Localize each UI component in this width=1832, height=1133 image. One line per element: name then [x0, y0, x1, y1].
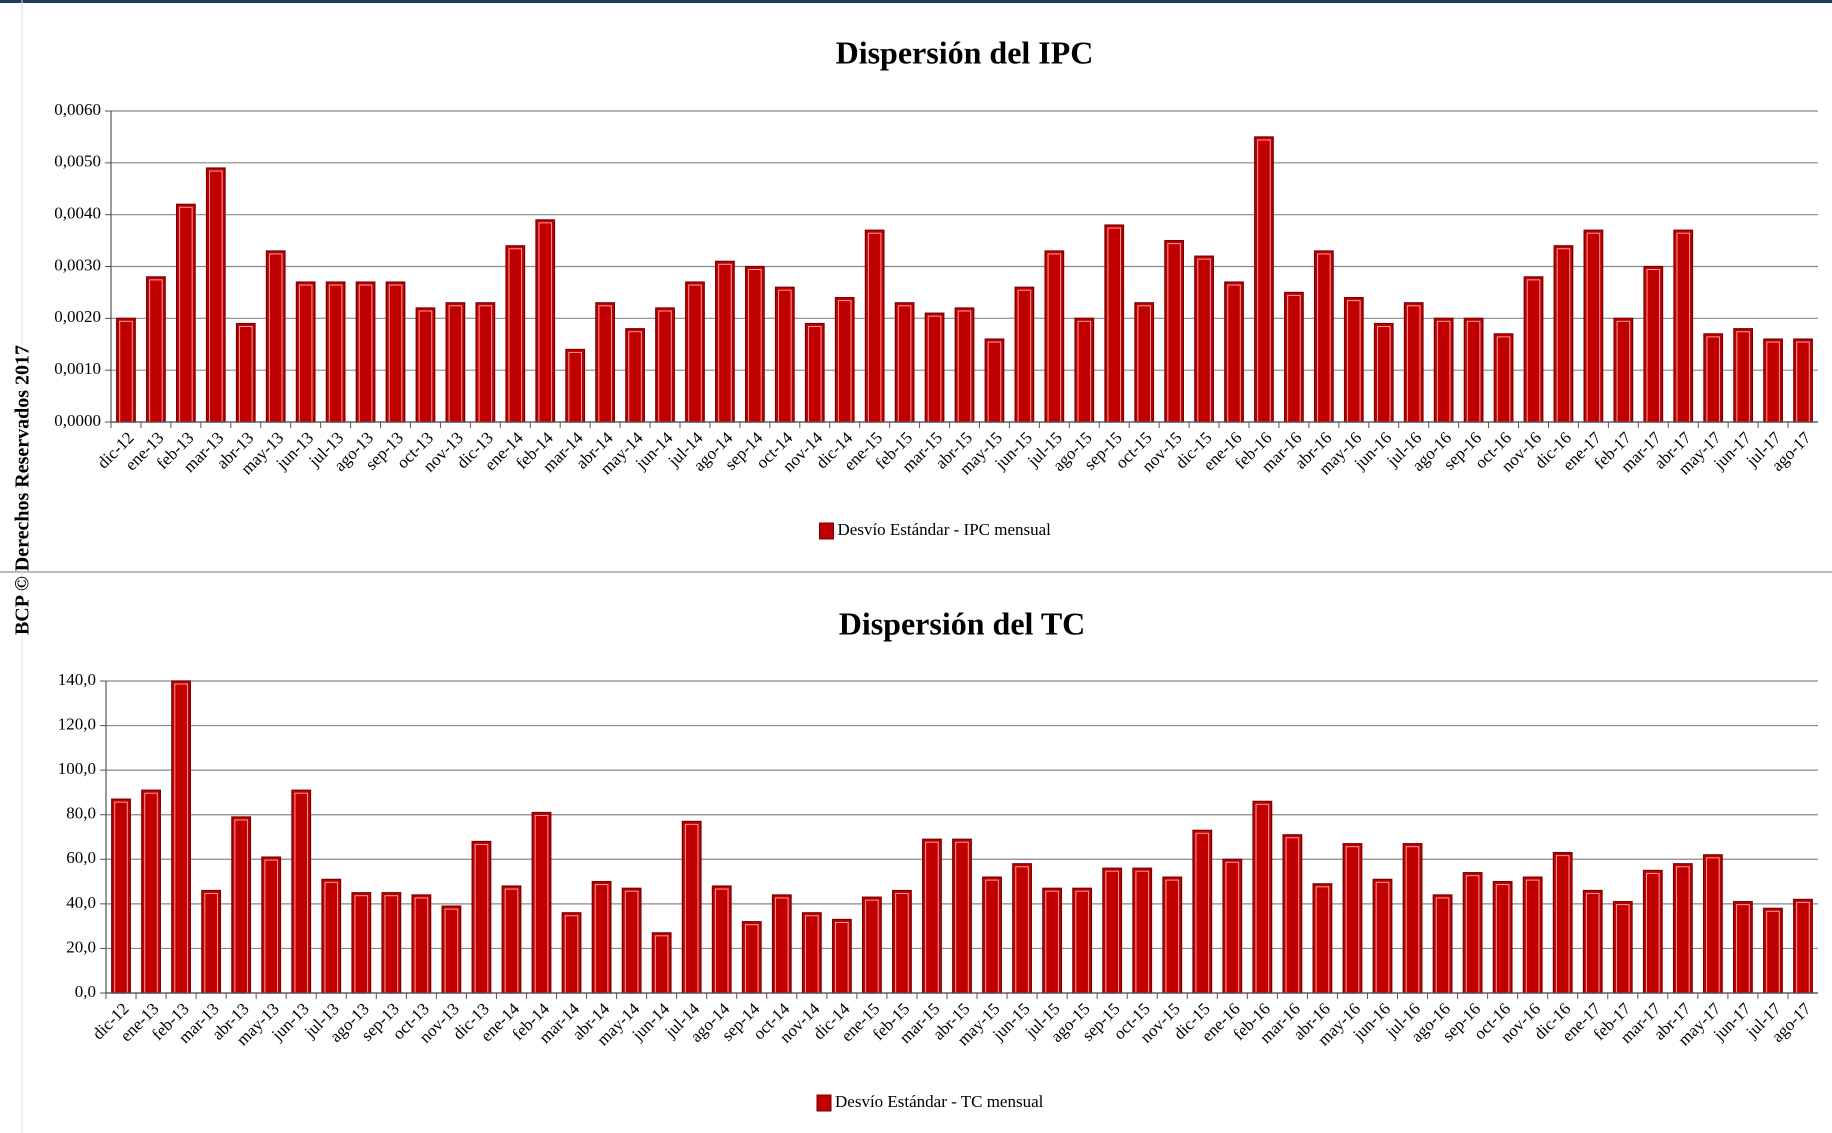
y-tick-label: 0,0060	[54, 100, 101, 119]
side-note: BCP © Derechos Reservados 2017	[12, 345, 34, 635]
y-tick-label: 0,0000	[54, 411, 101, 430]
y-tick-label: 0,0010	[54, 359, 101, 378]
top-border	[0, 0, 1832, 3]
legend-label: Desvío Estándar - TC mensual	[835, 1092, 1044, 1111]
y-tick-label: 0,0	[75, 982, 96, 1001]
y-tick-label: 100,0	[58, 759, 96, 778]
y-tick-label: 0,0020	[54, 307, 101, 326]
chart-title: Dispersión del TC	[839, 605, 1086, 641]
legend-swatch	[816, 1094, 832, 1112]
y-tick-label: 60,0	[66, 848, 96, 867]
legend-label: Desvío Estándar - IPC mensual	[838, 520, 1052, 539]
y-tick-label: 80,0	[66, 804, 96, 823]
y-tick-label: 0,0040	[54, 204, 101, 223]
y-tick-label: 0,0030	[54, 255, 101, 274]
y-tick-label: 140,0	[58, 670, 96, 689]
y-tick-label: 0,0050	[54, 152, 101, 171]
legend-swatch	[819, 522, 834, 540]
y-tick-label: 120,0	[58, 714, 96, 733]
y-tick-label: 40,0	[66, 893, 96, 912]
y-tick-label: 20,0	[66, 937, 96, 956]
chart-title: Dispersión del IPC	[836, 34, 1094, 70]
